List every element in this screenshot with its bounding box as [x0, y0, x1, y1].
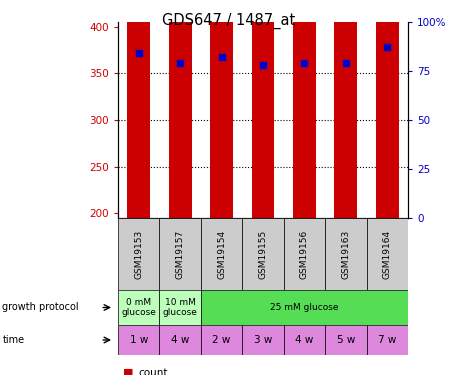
Text: 7 w: 7 w: [378, 335, 397, 345]
Bar: [159, 325, 201, 355]
Text: growth protocol: growth protocol: [2, 303, 79, 312]
Bar: [284, 218, 325, 290]
Point: [384, 45, 391, 51]
Bar: [284, 325, 325, 355]
Text: GSM19164: GSM19164: [383, 230, 392, 279]
Point: [301, 60, 308, 66]
Bar: [293, 19, 316, 218]
Text: 4 w: 4 w: [295, 335, 314, 345]
Point: [259, 62, 267, 68]
Point: [342, 60, 349, 66]
Bar: [159, 290, 201, 325]
Text: 10 mM
glucose: 10 mM glucose: [163, 298, 197, 317]
Bar: [169, 195, 191, 375]
Bar: [325, 218, 366, 290]
Bar: [127, 87, 150, 375]
Text: GSM19154: GSM19154: [217, 230, 226, 279]
Text: 2 w: 2 w: [213, 335, 231, 345]
Text: GSM19156: GSM19156: [300, 230, 309, 279]
Bar: [366, 218, 408, 290]
Text: GSM19155: GSM19155: [258, 230, 267, 279]
Bar: [376, 0, 398, 218]
Bar: [201, 325, 242, 355]
Text: 1 w: 1 w: [130, 335, 148, 345]
Text: 0 mM
glucose: 0 mM glucose: [121, 298, 156, 317]
Bar: [127, 0, 150, 218]
Text: time: time: [2, 335, 24, 345]
Bar: [118, 218, 159, 290]
Text: count: count: [139, 368, 168, 375]
Text: GSM19163: GSM19163: [341, 230, 350, 279]
Bar: [251, 193, 274, 375]
Bar: [159, 218, 201, 290]
Bar: [376, 57, 398, 375]
Text: GSM19157: GSM19157: [175, 230, 185, 279]
Bar: [366, 325, 408, 355]
Bar: [118, 290, 159, 325]
Bar: [169, 13, 191, 218]
Text: 5 w: 5 w: [337, 335, 355, 345]
Bar: [325, 325, 366, 355]
Bar: [118, 325, 159, 355]
Point: [218, 54, 225, 60]
Text: 4 w: 4 w: [171, 335, 189, 345]
Bar: [201, 290, 408, 325]
Bar: [251, 11, 274, 218]
Bar: [242, 218, 284, 290]
Bar: [242, 325, 284, 355]
Point: [176, 60, 184, 66]
Bar: [334, 181, 357, 375]
Bar: [293, 201, 316, 375]
Text: GSM19153: GSM19153: [134, 230, 143, 279]
Text: 25 mM glucose: 25 mM glucose: [270, 303, 338, 312]
Bar: [210, 150, 233, 375]
Bar: [210, 0, 233, 218]
Text: GDS647 / 1487_at: GDS647 / 1487_at: [163, 13, 295, 29]
Bar: [201, 218, 242, 290]
Text: ■: ■: [123, 368, 133, 375]
Point: [135, 50, 142, 56]
Bar: [334, 0, 357, 218]
Text: 3 w: 3 w: [254, 335, 272, 345]
